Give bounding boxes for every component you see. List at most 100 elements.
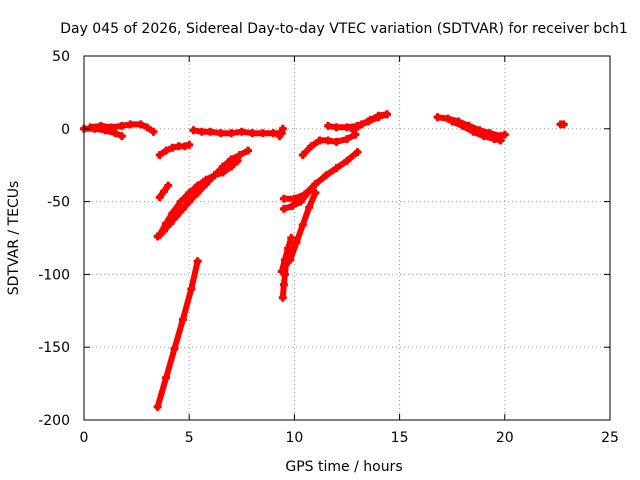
- y-tick-label: 0: [61, 122, 70, 138]
- data-point-marker: [307, 142, 316, 151]
- data-point-marker: [244, 146, 253, 155]
- data-point-marker: [286, 255, 295, 264]
- data-point-marker: [159, 187, 168, 196]
- y-tick-label: -150: [38, 340, 70, 356]
- data-point-marker: [155, 231, 164, 240]
- data-point-marker: [96, 121, 105, 130]
- data-point-marker: [469, 127, 478, 136]
- x-tick-label: 5: [185, 430, 194, 446]
- series-arc-11: [277, 234, 296, 276]
- data-point-marker: [237, 127, 246, 136]
- data-point-marker: [155, 193, 164, 202]
- data-point-marker: [343, 134, 351, 143]
- data-point-marker: [136, 120, 145, 129]
- data-point-marker: [176, 197, 185, 206]
- series-arc-15: [298, 130, 360, 160]
- data-point-marker: [189, 126, 198, 135]
- data-point-marker: [227, 162, 236, 171]
- y-tick-label: -100: [38, 267, 70, 283]
- data-point-marker: [143, 123, 152, 132]
- data-point-marker: [500, 130, 509, 139]
- series-arc-20: [556, 120, 568, 129]
- data-point-marker: [227, 129, 236, 138]
- data-point-marker: [278, 124, 287, 133]
- data-point-marker: [332, 164, 341, 173]
- data-point-marker: [149, 127, 158, 136]
- data-point-marker: [162, 219, 171, 228]
- data-point-marker: [366, 116, 375, 125]
- y-axis-label: SDTVAR / TECUs: [6, 181, 22, 296]
- data-point-marker: [357, 120, 366, 129]
- data-point-marker: [235, 151, 244, 160]
- data-point-marker: [448, 117, 457, 126]
- data-point-marker: [305, 203, 314, 212]
- data-point-marker: [433, 113, 442, 122]
- data-point-marker: [343, 123, 351, 132]
- data-point-marker: [193, 188, 202, 197]
- data-point-marker: [258, 129, 267, 138]
- data-point-marker: [193, 181, 202, 190]
- data-point-marker: [155, 151, 164, 160]
- series-arc-09: [153, 257, 202, 411]
- data-point-marker: [279, 204, 288, 213]
- data-point-marker: [178, 315, 187, 324]
- x-tick-label: 25: [601, 430, 619, 446]
- data-point-marker: [233, 156, 242, 165]
- x-axis-label: GPS time / hours: [285, 459, 402, 475]
- data-point-marker: [117, 121, 126, 130]
- data-point-marker: [269, 129, 278, 138]
- data-point-marker: [279, 280, 288, 289]
- y-tick-label: -200: [38, 413, 70, 429]
- data-point-marker: [292, 238, 301, 247]
- x-tick-label: 10: [285, 430, 303, 446]
- series-arc-19: [448, 117, 505, 145]
- plot-frame: [83, 55, 611, 421]
- series-arc-02: [86, 120, 158, 136]
- data-point-marker: [117, 132, 126, 141]
- data-point-marker: [216, 129, 225, 138]
- data-point-marker: [315, 136, 324, 145]
- y-tick-label: 50: [52, 49, 70, 65]
- series-trace: [154, 258, 201, 410]
- data-point-marker: [275, 132, 284, 141]
- data-point-marker: [343, 156, 351, 165]
- data-point-marker: [206, 127, 215, 136]
- series-arc-13: [286, 188, 320, 264]
- series-arc-05: [155, 140, 194, 160]
- data-point-marker: [382, 110, 391, 119]
- y-tick-label: -50: [47, 195, 70, 211]
- data-point-marker: [288, 201, 297, 210]
- data-point-marker: [479, 132, 488, 141]
- axis-ticks: 0 5 10 15 20 25 -200 -150 -100 -50 0 50: [38, 49, 619, 446]
- data-point-marker: [458, 121, 467, 130]
- data-point-marker: [300, 190, 309, 199]
- data-point-marker: [374, 111, 383, 120]
- series-arc-06: [155, 181, 173, 202]
- data-point-marker: [287, 234, 296, 242]
- data-point-marker: [248, 129, 257, 138]
- data-point-marker: [321, 171, 330, 180]
- data-point-marker: [178, 204, 187, 213]
- data-point-marker: [126, 120, 135, 129]
- series-arc-04: [275, 124, 287, 141]
- data-point-marker: [290, 194, 299, 203]
- data-point-marker: [298, 220, 307, 229]
- data-point-marker: [187, 284, 196, 293]
- data-point-marker: [185, 140, 194, 149]
- data-point-marker: [218, 168, 227, 177]
- data-point-marker: [284, 244, 293, 253]
- data-series-layer: [80, 110, 568, 411]
- series-arc-17: [349, 110, 391, 135]
- data-point-marker: [197, 127, 206, 136]
- data-point-marker: [353, 148, 362, 157]
- x-tick-label: 15: [391, 430, 409, 446]
- data-point-marker: [311, 188, 320, 197]
- data-point-marker: [349, 126, 358, 135]
- series-arc-08: [155, 156, 242, 240]
- data-point-marker: [278, 293, 287, 302]
- data-point-marker: [311, 180, 320, 189]
- data-point-marker: [162, 146, 171, 155]
- data-point-marker: [277, 267, 286, 276]
- data-point-marker: [193, 257, 202, 266]
